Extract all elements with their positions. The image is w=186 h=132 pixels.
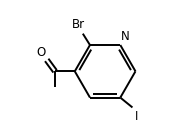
Text: N: N [121,30,130,43]
Text: O: O [36,46,45,59]
Text: I: I [135,110,138,123]
Text: Br: Br [72,18,85,31]
